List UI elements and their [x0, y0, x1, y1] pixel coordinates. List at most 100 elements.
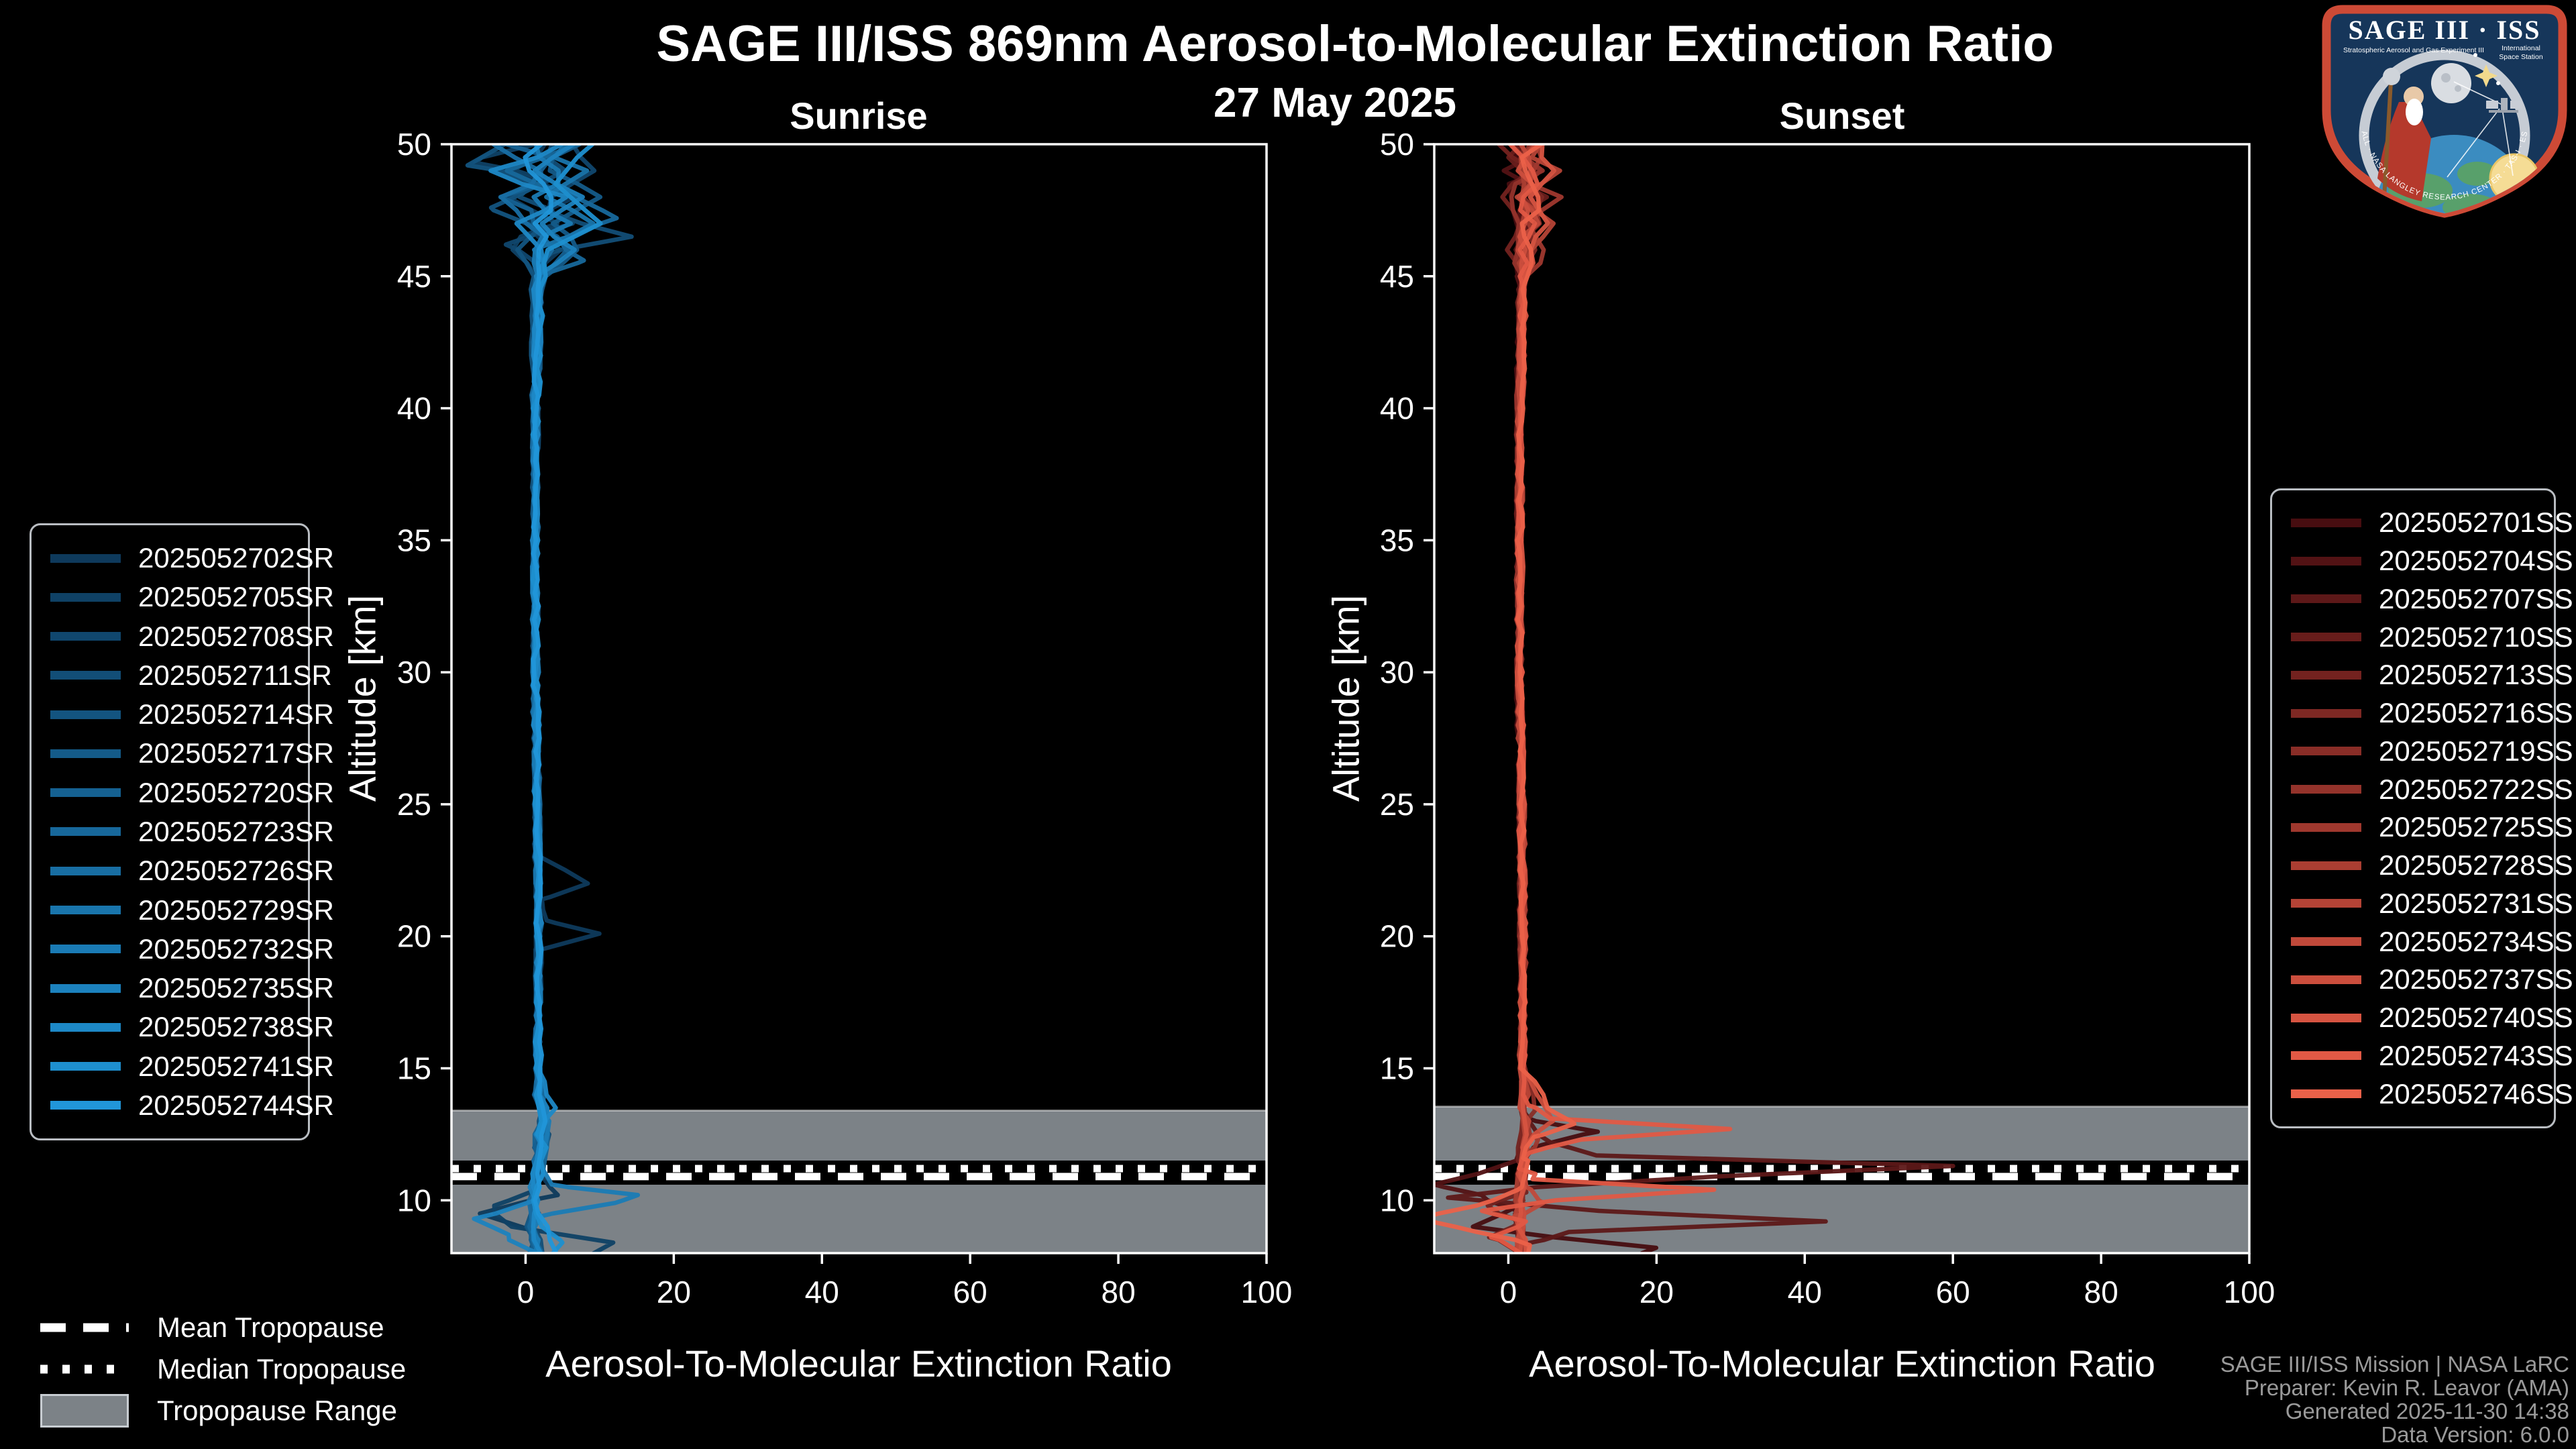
logo-subtitle-left: Stratospheric Aerosol and Gas Experiment… [2343, 46, 2484, 54]
legend-item: 2025052732SR [50, 933, 334, 965]
legend-color-swatch [50, 749, 121, 758]
sunrise-plot: 0 20 40 60 80 100 10 15 20 25 30 35 40 45 50 [397, 127, 1293, 1309]
logo-moon-crater [2441, 73, 2451, 83]
x-tick-label: 20 [657, 1275, 691, 1309]
x-tick-label: 60 [1936, 1275, 1970, 1309]
y-tick-label: 50 [397, 127, 431, 162]
profile-line-2025052738SR [488, 144, 569, 1253]
legend-label: 2025052737SS [2379, 963, 2573, 996]
legend-color-swatch [50, 788, 121, 798]
legend-label: 2025052726SR [138, 855, 334, 887]
legend-item: 2025052704SS [2291, 545, 2573, 577]
page-title: SAGE III/ISS 869nm Aerosol-to-Molecular … [656, 15, 2054, 72]
median-tropopause-label: Median Tropopause [157, 1353, 407, 1385]
legend-label: 2025052734SS [2379, 925, 2573, 957]
y-tick-label: 25 [1380, 787, 1414, 822]
legend-color-swatch [50, 1062, 121, 1071]
legend-item: 2025052728SS [2291, 849, 2573, 881]
legend-item: 2025052716SS [2291, 697, 2573, 729]
legend-color-swatch [50, 827, 121, 837]
legend-label: 2025052723SR [138, 815, 334, 847]
sunrise-legend: 2025052702SR 2025052705SR 2025052708SR 2025… [30, 523, 334, 1140]
legend-item: 2025052702SR [50, 542, 334, 574]
legend-color-swatch [2291, 861, 2361, 870]
logo-iss-icon [2486, 98, 2522, 113]
profile-line-2025052732SR [529, 144, 641, 1253]
legend-color-swatch [2291, 594, 2361, 604]
legend-item: 2025052737SS [2291, 963, 2573, 996]
legend-item: 2025052729SR [50, 894, 334, 926]
profile-line-2025052708SR [503, 144, 597, 1253]
legend-item: 2025052707SS [2291, 583, 2573, 615]
profile-line-2025052723SR [504, 144, 619, 1253]
legend-color-swatch [2291, 708, 2361, 718]
legend-label: 2025052716SS [2379, 697, 2573, 729]
legend-item: 2025052701SS [2291, 506, 2573, 539]
mean-tropopause-label: Mean Tropopause [157, 1311, 384, 1343]
legend-item: 2025052719SS [2291, 735, 2573, 767]
legend-label: 2025052701SS [2379, 506, 2573, 539]
mean-tropopause-legend-item: Mean Tropopause [40, 1307, 406, 1348]
legend-color-swatch [2291, 747, 2361, 756]
y-tick-label: 15 [1380, 1051, 1414, 1086]
legend-item: 2025052722SS [2291, 773, 2573, 806]
legend-label: 2025052708SR [138, 620, 334, 652]
credit-mission: SAGE III/ISS Mission | NASA LaRC [2220, 1352, 2569, 1377]
y-tick-label: 25 [397, 787, 431, 822]
x-tick-label: 20 [1640, 1275, 1674, 1309]
profile-line-2025052735SR [472, 144, 585, 1253]
logo-moon-crater [2455, 85, 2461, 92]
y-tick-label: 35 [1380, 523, 1414, 557]
legend-label: 2025052740SS [2379, 1002, 2573, 1034]
legend-label: 2025052717SR [138, 737, 334, 769]
sunrise-x-axis-label: Aerosol-To-Molecular Extinction Ratio [545, 1342, 1172, 1385]
legend-label: 2025052707SS [2379, 582, 2573, 614]
sunrise-y-axis-label: Altitude [km] [341, 594, 384, 802]
legend-item: 2025052720SR [50, 777, 334, 809]
credits-block: SAGE III/ISS Mission | NASA LaRC Prepare… [2220, 1352, 2569, 1446]
legend-item: 2025052734SS [2291, 926, 2573, 958]
x-tick-label: 0 [517, 1275, 535, 1309]
legend-label: 2025052704SS [2379, 545, 2573, 577]
y-tick-label: 50 [1380, 127, 1414, 162]
legend-item: 2025052746SS [2291, 1078, 2573, 1110]
tropopause-range-legend-item: Tropopause Range [40, 1390, 406, 1432]
legend-item: 2025052708SR [50, 621, 334, 653]
legend-item: 2025052740SS [2291, 1002, 2573, 1034]
y-tick-label: 40 [397, 391, 431, 426]
legend-label: 2025052725SS [2379, 811, 2573, 843]
legend-item: 2025052714SR [50, 698, 334, 731]
legend-label: 2025052713SS [2379, 659, 2573, 691]
y-tick-label: 15 [397, 1051, 431, 1086]
legend-label: 2025052735SR [138, 972, 334, 1004]
sunset-x-axis-label: Aerosol-To-Molecular Extinction Ratio [1529, 1342, 2155, 1385]
sunrise-panel-title: Sunrise [790, 95, 928, 137]
plot-frame [450, 143, 1268, 1254]
legend-label: 2025052728SS [2379, 849, 2573, 881]
x-tick-label: 60 [953, 1275, 987, 1309]
sage-iii-iss-mission-patch: SAGE III · ISS Stratospheric Aerosol and… [2318, 3, 2567, 218]
y-tick-label: 20 [1380, 919, 1414, 954]
legend-item: 2025052744SR [50, 1089, 334, 1122]
x-tick-label: 0 [1500, 1275, 1517, 1309]
legend-color-swatch [50, 1101, 121, 1110]
gray-patch-icon [40, 1394, 129, 1428]
legend-color-swatch [2291, 556, 2361, 566]
legend-item: 2025052711SR [50, 659, 332, 692]
y-tick-label: 30 [397, 655, 431, 690]
legend-item: 2025052717SR [50, 737, 334, 769]
y-tick-label: 35 [397, 523, 431, 557]
logo-orbit-ring [2359, 50, 2530, 213]
legend-color-swatch [50, 592, 121, 602]
legend-item: 2025052726SR [50, 855, 334, 887]
plot-frame [1433, 143, 2251, 1254]
legend-color-swatch [2291, 822, 2361, 832]
legend-color-swatch [50, 1022, 121, 1032]
logo-title: SAGE III · ISS [2348, 15, 2540, 45]
legend-item: 2025052743SS [2291, 1040, 2573, 1072]
legend-color-swatch [2291, 975, 2361, 984]
y-tick-label: 10 [1380, 1183, 1414, 1218]
sunset-panel-title: Sunset [1779, 95, 1905, 137]
logo-moon [2431, 63, 2471, 103]
legend-label: 2025052702SR [138, 542, 334, 574]
